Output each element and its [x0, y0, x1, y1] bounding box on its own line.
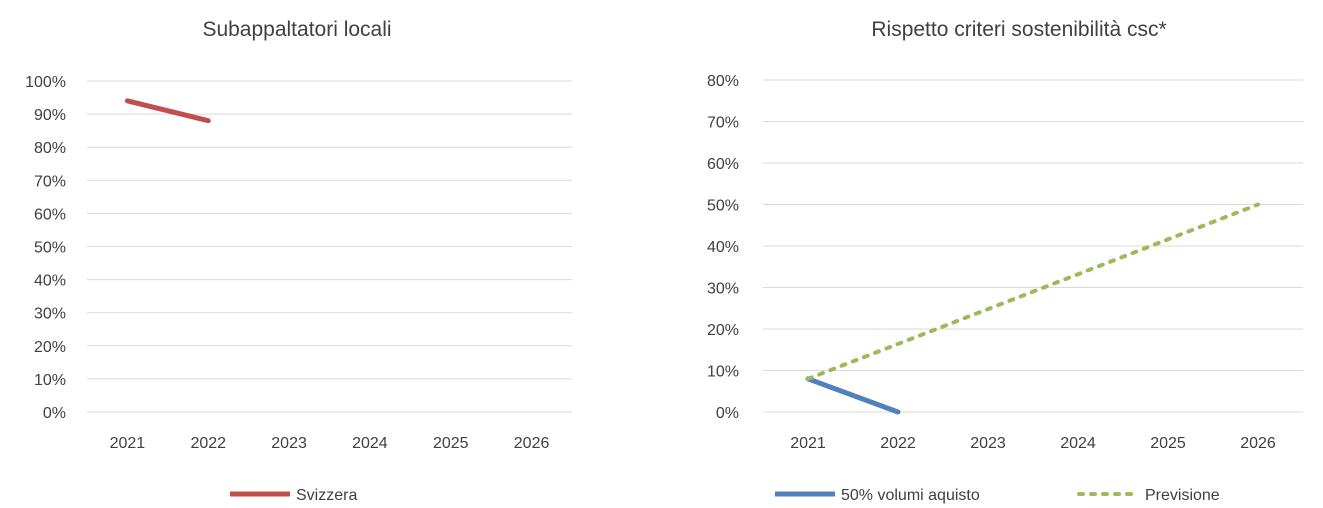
legend-label: 50% volumi aquisto: [841, 487, 980, 504]
series-lines: [805, 202, 1260, 415]
x-tick-label: 2023: [271, 435, 307, 452]
y-tick-label: 50%: [707, 198, 739, 215]
chart-svg: Rispetto criteri sostenibilità csc* 0% 10…: [707, 18, 1303, 504]
x-tick-label: 2026: [514, 435, 550, 452]
y-tick-label: 0%: [716, 405, 739, 422]
x-tick-label: 2024: [1060, 435, 1096, 452]
x-tick-label: 2024: [352, 435, 388, 452]
y-tick-label: 70%: [34, 173, 66, 190]
y-tick-label: 80%: [34, 140, 66, 157]
y-tick-labels: 0% 10% 20% 30% 40% 50% 60% 70% 80% 90% 100%: [25, 74, 66, 422]
series-lines: [124, 98, 211, 124]
y-tick-label: 40%: [707, 239, 739, 256]
chart-subappaltatori: Subappaltatori locali 0% 10% 20% 30% 40% 50% 6…: [0, 0, 640, 508]
x-tick-labels: 2021 2022 2023 2024 2025 2026: [790, 435, 1276, 452]
series-line-2: [806, 202, 1260, 381]
x-tick-label: 2022: [880, 435, 916, 452]
legend: 50% volumi aquisto Previsione: [775, 487, 1220, 504]
y-tick-label: 50%: [34, 240, 66, 257]
y-tick-label: 60%: [34, 206, 66, 223]
legend-label: Previsione: [1145, 487, 1220, 504]
series-line-1: [124, 98, 211, 124]
y-tick-label: 60%: [707, 156, 739, 173]
x-tick-label: 2022: [190, 435, 226, 452]
gridlines: [87, 80, 572, 413]
y-tick-label: 10%: [34, 372, 66, 389]
x-tick-labels: 2021 2022 2023 2024 2025 2026: [110, 435, 550, 452]
chart-sostenibilita: Rispetto criteri sostenibilità csc* 0% 10…: [683, 0, 1323, 508]
x-tick-label: 2025: [1150, 435, 1186, 452]
y-tick-label: 20%: [34, 339, 66, 356]
chart-title: Subappaltatori locali: [202, 18, 391, 41]
x-tick-label: 2023: [970, 435, 1006, 452]
x-tick-label: 2026: [1240, 435, 1276, 452]
y-tick-label: 20%: [707, 322, 739, 339]
x-tick-label: 2025: [433, 435, 469, 452]
y-tick-label: 70%: [707, 115, 739, 132]
legend-label: Svizzera: [296, 487, 357, 504]
series-line-1: [805, 376, 901, 415]
y-tick-labels: 0% 10% 20% 30% 40% 50% 60% 70% 80%: [707, 73, 739, 422]
legend: Svizzera: [230, 487, 357, 504]
x-tick-label: 2021: [790, 435, 826, 452]
chart-title: Rispetto criteri sostenibilità csc*: [871, 18, 1166, 41]
y-tick-label: 0%: [43, 405, 66, 422]
y-tick-label: 90%: [34, 107, 66, 124]
gridlines: [763, 79, 1303, 413]
y-tick-label: 80%: [707, 73, 739, 90]
x-tick-label: 2021: [110, 435, 146, 452]
y-tick-label: 40%: [34, 273, 66, 290]
y-tick-label: 100%: [25, 74, 66, 91]
y-tick-label: 30%: [34, 306, 66, 323]
y-tick-label: 10%: [707, 364, 739, 381]
chart-svg: Subappaltatori locali 0% 10% 20% 30% 40% 50% 6…: [25, 18, 572, 504]
y-tick-label: 30%: [707, 281, 739, 298]
